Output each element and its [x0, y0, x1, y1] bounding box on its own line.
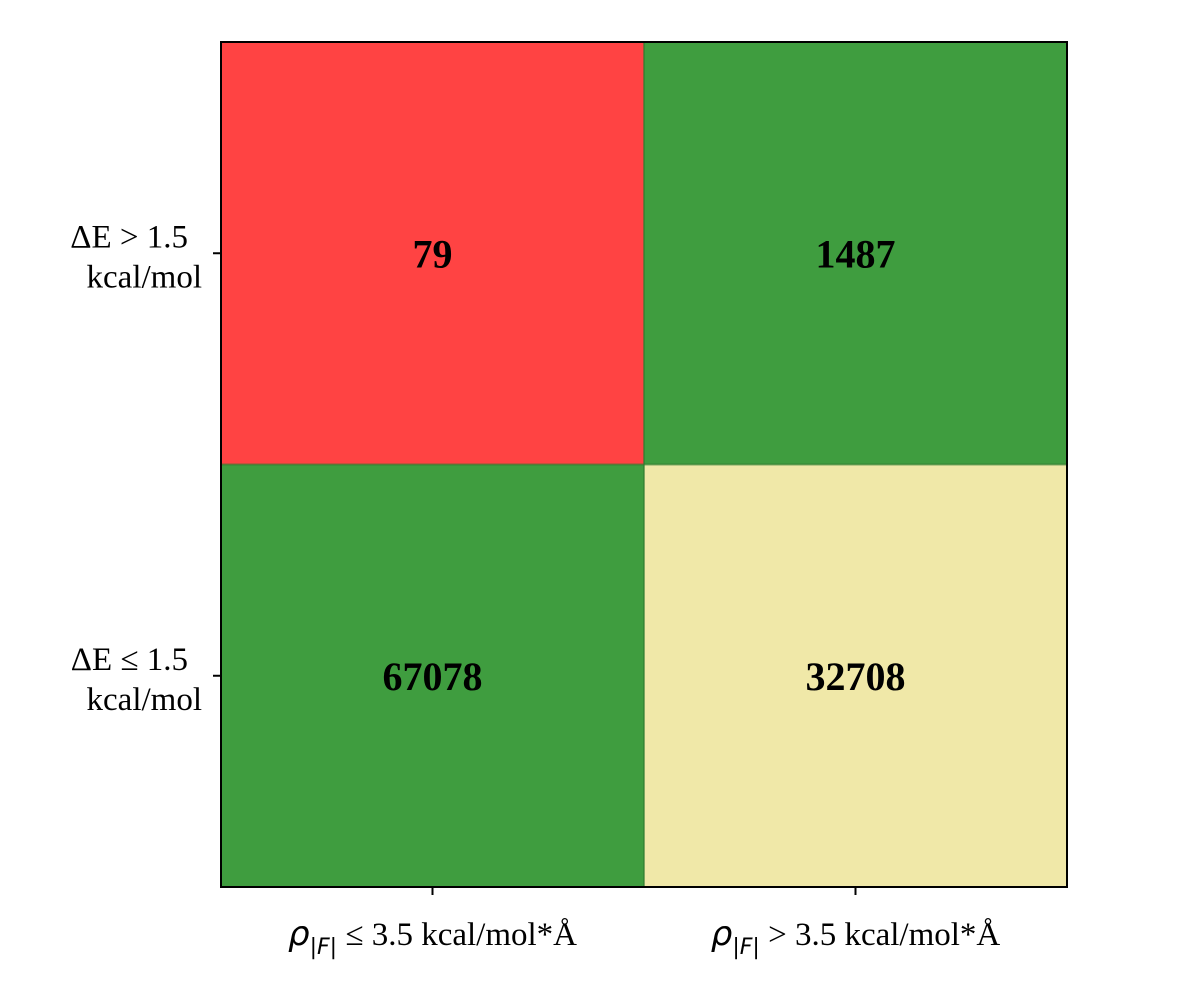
heatmap-cell — [644, 42, 1067, 465]
y-tick-labels: ΔE > 1.5 kcal/mol ΔE ≤ 1.5 kcal/mol — [70, 219, 202, 718]
rho-subscript: |F| — [732, 935, 759, 960]
y-tick-label: ΔE ≤ 1.5 kcal/mol — [71, 642, 202, 718]
cell-values: 79 1487 67078 32708 — [383, 231, 906, 699]
x-tick-text: ≤ 3.5 kcal/mol*Å — [337, 916, 577, 953]
axis-ticks — [213, 252, 857, 895]
plot-frame — [220, 41, 1068, 888]
cell-value-label: 67078 — [383, 654, 483, 699]
heatmap-cell — [221, 464, 644, 887]
x-tick-label: ρ|F| > 3.5 kcal/mol*Å — [711, 914, 1001, 960]
y-tick-label-line: ΔE > 1.5 — [70, 219, 188, 255]
cell-value-label: 1487 — [816, 231, 896, 276]
rho-symbol: ρ — [288, 914, 310, 954]
x-tick-label: ρ|F| ≤ 3.5 kcal/mol*Å — [288, 914, 577, 960]
y-tick-label-line: kcal/mol — [87, 682, 202, 718]
cell-value-label: 79 — [413, 231, 453, 276]
cell-value-label: 32708 — [806, 654, 906, 699]
x-tick-labels: ρ|F| ≤ 3.5 kcal/mol*Å ρ|F| > 3.5 kcal/mol… — [288, 914, 1000, 960]
rho-subscript: |F| — [310, 935, 337, 960]
y-tick-label-line: ΔE ≤ 1.5 — [71, 642, 188, 678]
heatmap-cell — [221, 42, 644, 465]
heatmap-cells — [221, 42, 1067, 887]
heatmap-cell — [644, 464, 1067, 887]
y-tick-label-line: kcal/mol — [87, 259, 202, 295]
rho-symbol: ρ — [711, 914, 733, 954]
x-tick-text: > 3.5 kcal/mol*Å — [760, 916, 1001, 953]
y-tick-label: ΔE > 1.5 kcal/mol — [70, 219, 202, 295]
